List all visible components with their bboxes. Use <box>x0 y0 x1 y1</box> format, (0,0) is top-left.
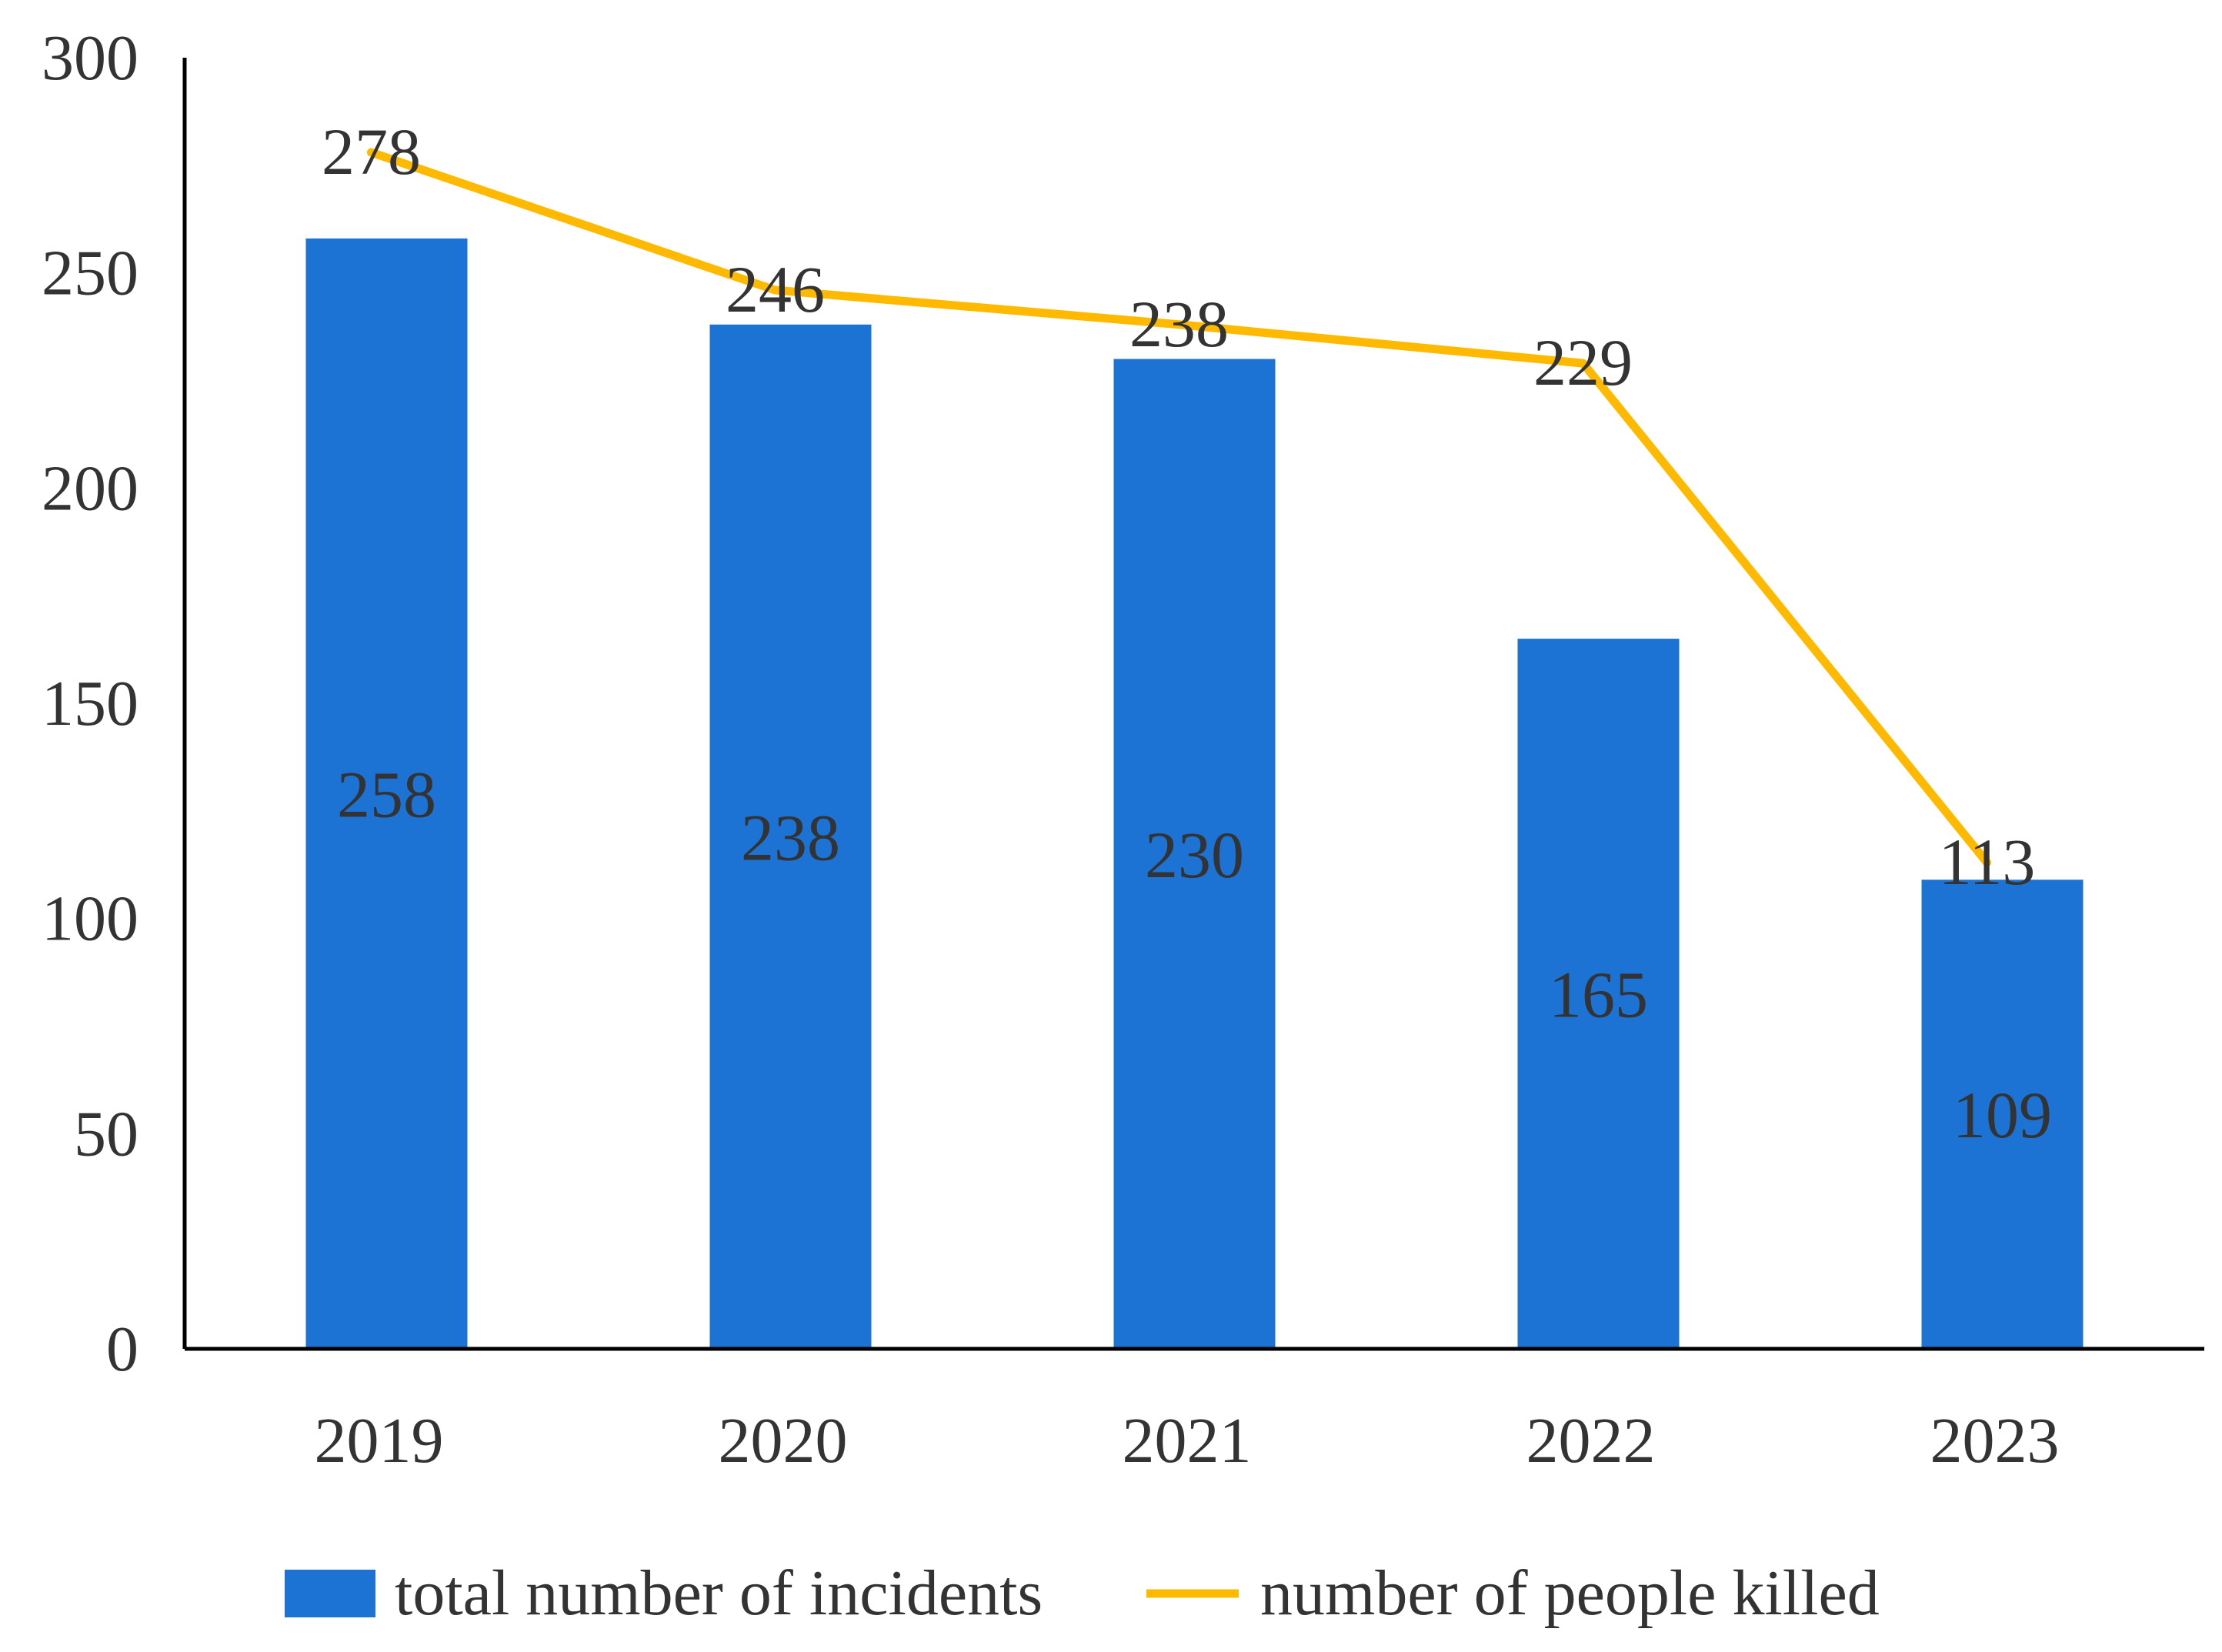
bar-data-labels: 258 238 230 165 109 <box>337 757 2052 1152</box>
bar-2022 <box>1517 639 1680 1349</box>
legend-swatch-incidents <box>285 1570 375 1617</box>
x-axis-ticks: 2019 2020 2021 2022 2023 <box>315 1405 2060 1477</box>
x-tick-label-2020: 2020 <box>719 1405 848 1477</box>
bar-value-label-2023: 109 <box>1953 1078 2052 1152</box>
y-tick-label-250: 250 <box>42 238 138 309</box>
y-tick-label-200: 200 <box>42 452 138 524</box>
line-value-label-2022: 229 <box>1533 325 1633 399</box>
x-tick-label-2022: 2022 <box>1526 1405 1656 1477</box>
bar-value-label-2020: 238 <box>741 800 840 874</box>
line-value-label-2021: 238 <box>1129 287 1229 361</box>
y-tick-label-300: 300 <box>42 22 138 94</box>
bar-2021 <box>1113 359 1276 1349</box>
bar-value-label-2019: 258 <box>337 757 436 831</box>
bar-value-label-2022: 165 <box>1549 958 1648 1032</box>
line-value-label-2019: 278 <box>322 115 421 189</box>
bar-2023 <box>1921 879 2084 1349</box>
axes <box>182 58 2204 1351</box>
line-series <box>367 148 1991 867</box>
y-tick-label-50: 50 <box>74 1098 138 1170</box>
line-value-label-2020: 246 <box>726 252 825 326</box>
y-axis-ticks: 0 50 100 150 200 250 300 <box>42 22 138 1385</box>
legend-label-killed: number of people killed <box>1260 1557 1880 1629</box>
legend: total number of incidents number of peopl… <box>285 1557 1880 1629</box>
y-tick-label-0: 0 <box>106 1313 138 1385</box>
y-tick-label-100: 100 <box>42 883 138 955</box>
bar-2019 <box>305 238 468 1349</box>
legend-label-incidents: total number of incidents <box>395 1557 1043 1629</box>
y-tick-label-150: 150 <box>42 668 138 739</box>
x-tick-label-2019: 2019 <box>315 1405 444 1477</box>
x-tick-label-2021: 2021 <box>1123 1405 1252 1477</box>
x-tick-label-2023: 2023 <box>1930 1405 2060 1477</box>
bar-series <box>305 238 2084 1350</box>
line-data-labels: 278 246 238 229 113 <box>322 115 2035 899</box>
bar-2020 <box>709 324 872 1350</box>
line-value-label-2023: 113 <box>1939 825 2036 899</box>
bar-value-label-2021: 230 <box>1145 818 1244 892</box>
